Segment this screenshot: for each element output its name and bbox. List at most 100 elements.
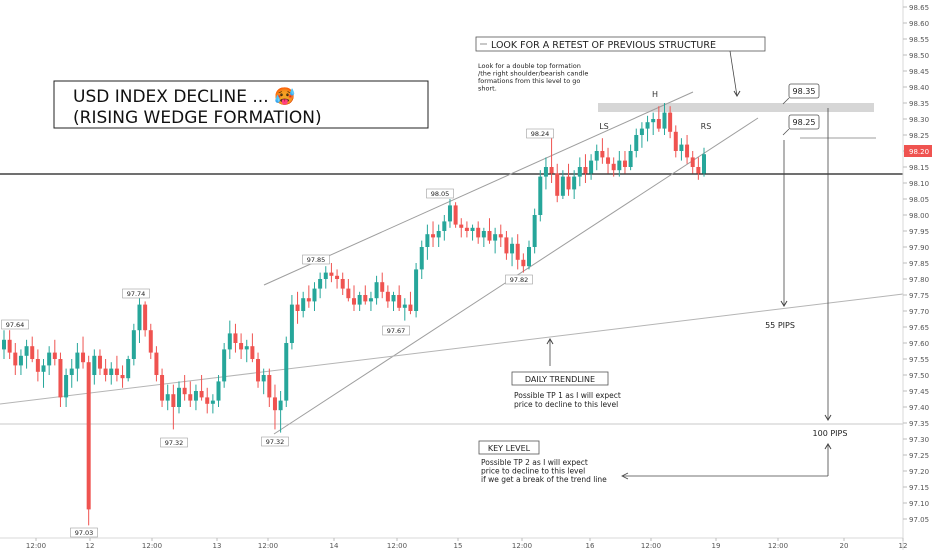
candle-body — [538, 176, 543, 215]
candle — [515, 234, 520, 270]
y-tick-label: 97.30 — [909, 436, 929, 444]
candle-body — [154, 352, 159, 375]
price-label-box — [160, 437, 188, 448]
candle-body — [606, 157, 611, 164]
candle — [673, 125, 678, 158]
candle-body — [120, 375, 125, 379]
candle — [239, 333, 244, 359]
candle-body — [363, 295, 368, 302]
price-label-box — [526, 128, 554, 139]
arrow-head — [824, 443, 832, 450]
candle — [391, 291, 396, 311]
y-tick-label: 98.35 — [909, 100, 929, 108]
candle — [81, 336, 86, 369]
candle — [690, 151, 695, 174]
candle-body — [639, 128, 644, 135]
candle-body — [323, 272, 328, 279]
candle — [583, 154, 588, 183]
candle — [656, 106, 661, 132]
candle — [284, 336, 289, 407]
candle-body — [301, 298, 306, 311]
candle-body — [335, 275, 340, 279]
y-tick-label: 97.80 — [909, 276, 929, 284]
candle — [97, 349, 102, 375]
title-line: USD INDEX DECLINE ... 🥵 — [73, 87, 295, 107]
annotations: 97.64 97.74 97.03 97.32 97.32 97.85 97.67 98.05… — [1, 36, 848, 538]
candle — [35, 349, 40, 382]
x-tick-label: 20 — [840, 542, 849, 550]
y-tick-label: 98.00 — [909, 212, 929, 220]
candle — [498, 224, 503, 247]
candle — [69, 359, 74, 388]
candle-body — [476, 227, 481, 238]
candle — [244, 339, 249, 363]
candle-body — [103, 368, 108, 375]
candle — [487, 218, 492, 244]
candle-body — [267, 375, 272, 398]
candle-body — [52, 352, 57, 359]
retest-box — [475, 36, 766, 52]
candle — [329, 263, 334, 283]
candle-body — [47, 352, 52, 366]
tp2-note-line: price to decline to this level — [481, 467, 585, 476]
candle-body — [2, 339, 6, 350]
candle-body — [521, 259, 526, 267]
candle — [668, 106, 673, 139]
candle-body — [261, 375, 266, 382]
y-tick-label: 97.85 — [909, 260, 929, 268]
candle-body — [177, 387, 181, 407]
candle — [64, 368, 69, 407]
y-axis: 98.65 98.60 98.55 98.50 98.45 98.40 98.35 98.30… — [902, 0, 932, 550]
candle-body — [69, 368, 74, 375]
candle-body — [114, 368, 119, 375]
candle — [177, 381, 181, 414]
candle-body — [318, 279, 323, 289]
candle — [521, 253, 526, 273]
candle-body — [673, 131, 678, 151]
current-price-label: 98.20 — [909, 148, 929, 156]
candle-body — [86, 362, 91, 510]
candle-body — [685, 144, 690, 158]
candle — [577, 157, 582, 187]
price-label-box — [261, 436, 289, 447]
x-tick-label: 12:00 — [142, 542, 162, 550]
candles — [2, 103, 706, 526]
candle-body — [58, 359, 63, 398]
candle-body — [459, 224, 464, 228]
candle-body — [515, 243, 520, 260]
candle — [41, 359, 46, 388]
left-shoulder-label: LS — [599, 122, 609, 131]
key-level-box — [478, 440, 540, 455]
x-tick-label: 12:00 — [641, 542, 661, 550]
tp1-note-line: price to decline to this level — [514, 400, 618, 409]
candle-body — [527, 247, 531, 267]
double-top-note-line: short. — [478, 85, 497, 93]
candle-body — [397, 295, 402, 308]
candle-body — [679, 144, 684, 151]
candle-body — [182, 387, 187, 395]
y-tick-label: 97.40 — [909, 404, 929, 412]
candle — [120, 365, 125, 388]
candle-body — [148, 330, 153, 353]
candle — [289, 295, 294, 350]
current-price-tag — [904, 145, 932, 157]
level-98-25-box — [788, 114, 820, 130]
price-label-box — [505, 274, 533, 285]
candle-body — [391, 295, 396, 302]
y-tick-label: 98.05 — [909, 196, 929, 204]
candle-body — [504, 237, 509, 254]
level-98-35-label: 98.35 — [793, 87, 816, 96]
candle — [397, 285, 402, 311]
candle-body — [374, 282, 379, 299]
pips-100-label: 100 PIPS — [813, 429, 848, 438]
candle-body — [696, 167, 701, 174]
head-label: H — [652, 90, 658, 99]
candle-body — [510, 243, 515, 254]
candle-body — [549, 167, 554, 174]
candle — [510, 237, 515, 267]
candle-body — [560, 176, 565, 196]
candle — [622, 151, 627, 174]
daily-trendline-label: DAILY TRENDLINE — [525, 375, 595, 384]
